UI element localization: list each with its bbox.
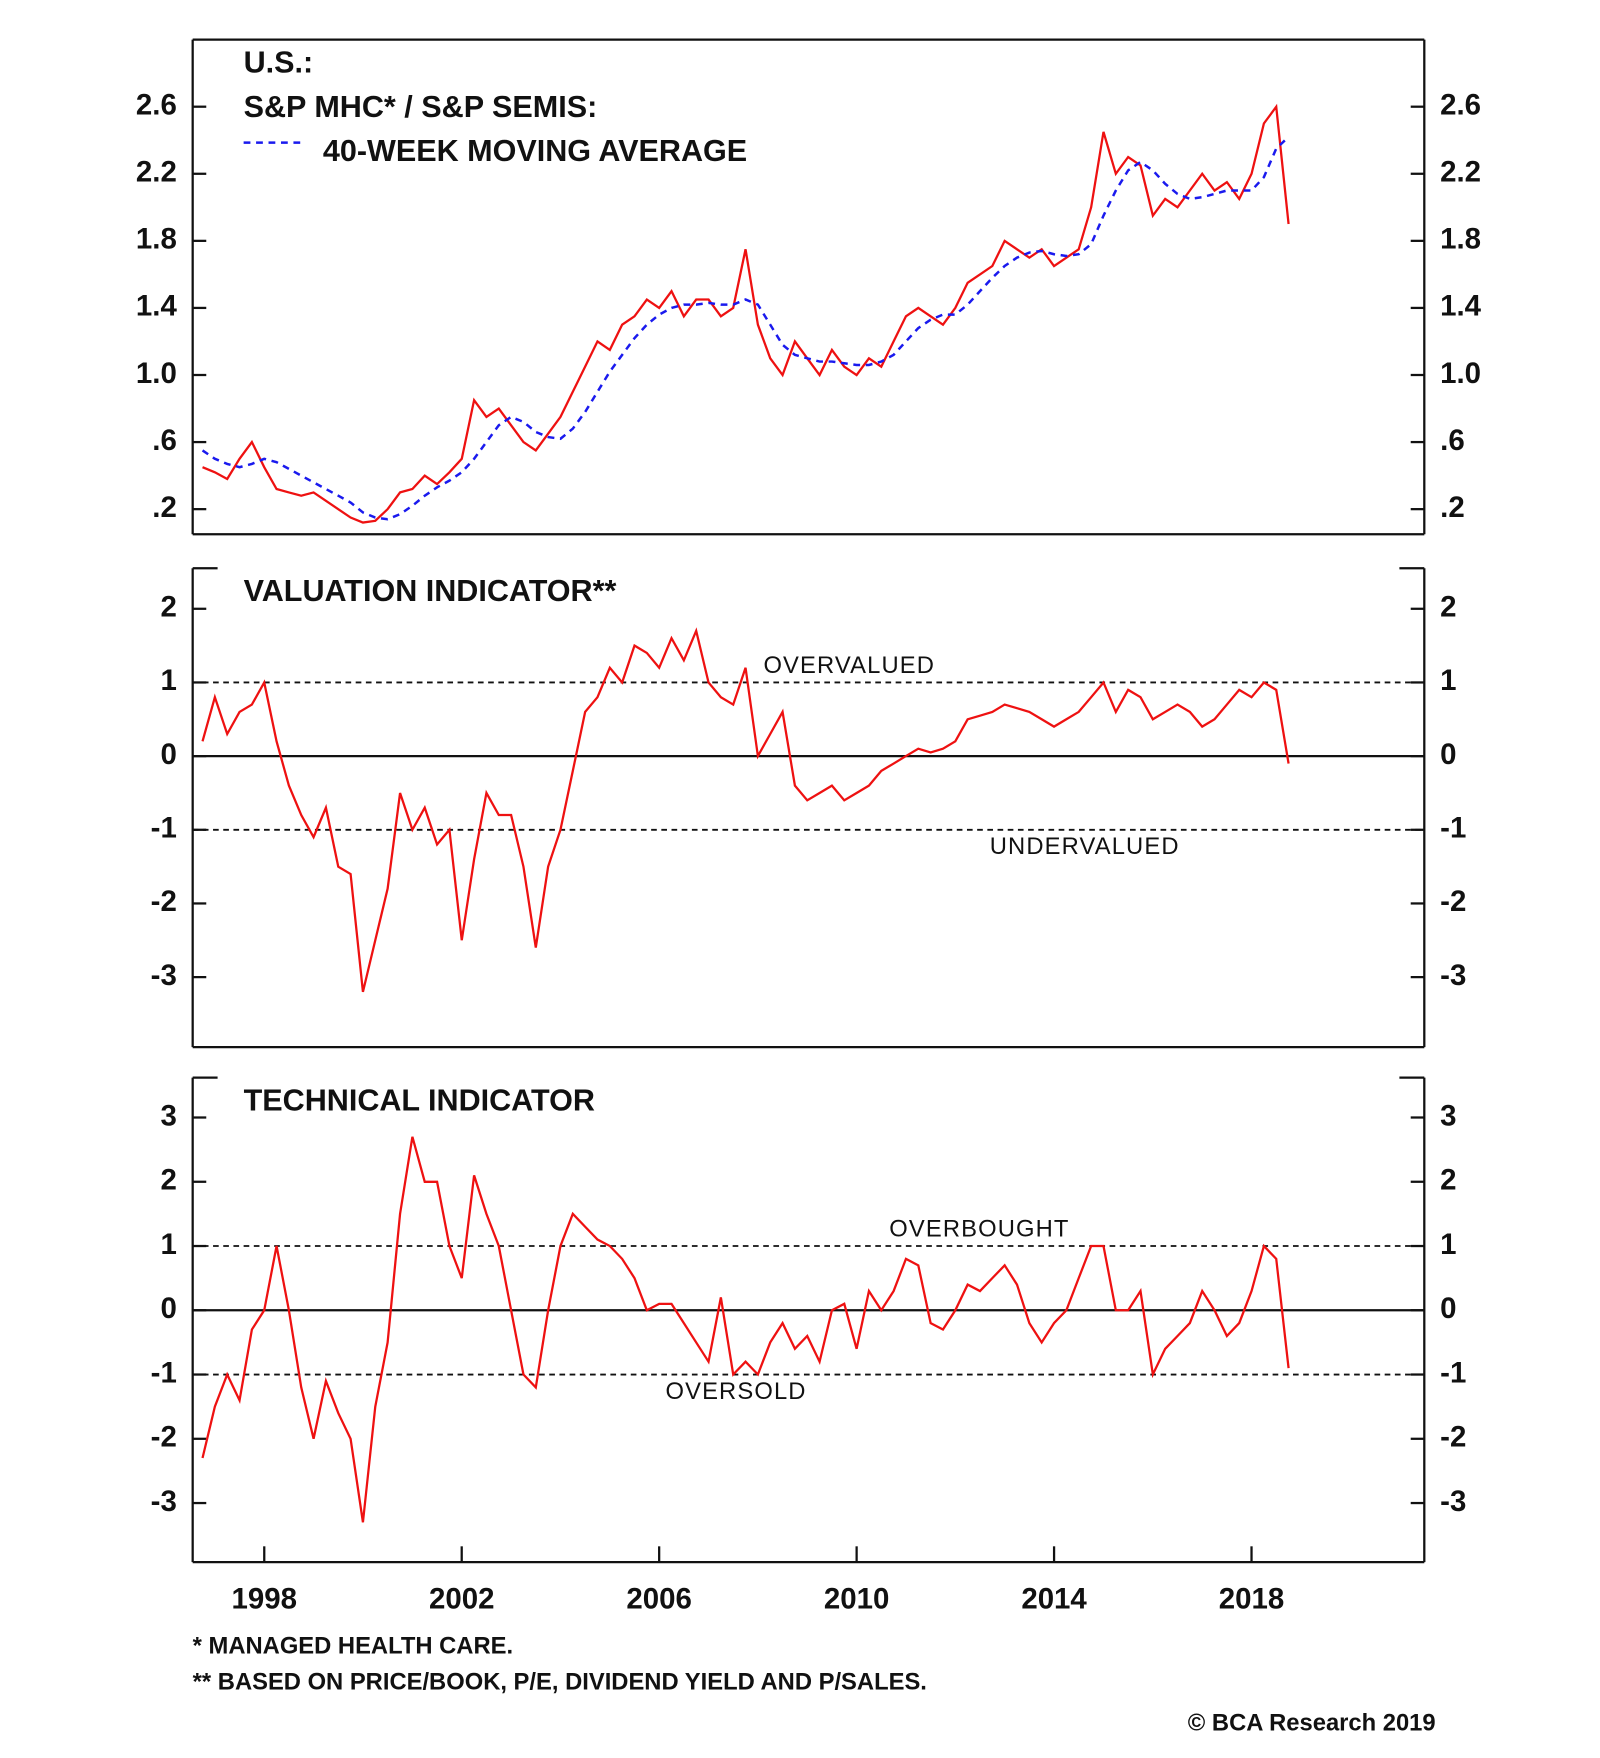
series-line [201, 1136, 1290, 1523]
x-tick-label: 2014 [1021, 1582, 1087, 1615]
y-tick-label: 2.2 [1440, 156, 1481, 189]
y-tick-label: 1 [160, 664, 176, 697]
y-tick-label: 0 [160, 1292, 176, 1325]
y-tick-label: -2 [1440, 885, 1466, 918]
x-tick-label: 2010 [824, 1582, 889, 1615]
y-tick-label: 2.2 [136, 156, 177, 189]
reference-label: OVERVALUED [763, 652, 935, 679]
y-tick-label: -3 [151, 1485, 177, 1518]
y-tick-label: 1 [1440, 1228, 1456, 1261]
y-tick-label: 1 [1440, 664, 1456, 697]
y-tick-label: 0 [160, 738, 176, 771]
y-tick-label: -3 [1440, 959, 1466, 992]
y-tick-label: 1.4 [136, 290, 178, 323]
y-tick-label: -2 [151, 1421, 177, 1454]
y-tick-label: -2 [1440, 1421, 1466, 1454]
y-tick-label: -1 [1440, 1356, 1466, 1389]
y-tick-label: -1 [151, 812, 177, 845]
x-tick-label: 1998 [232, 1582, 297, 1615]
series-line [202, 103, 1290, 524]
y-tick-label: 2 [160, 591, 176, 624]
y-tick-label: 1.8 [136, 223, 177, 256]
reference-label: OVERBOUGHT [889, 1215, 1069, 1242]
y-tick-label: 2 [1440, 591, 1456, 624]
footnote: * MANAGED HEALTH CARE. [193, 1632, 513, 1659]
series-line [201, 627, 1290, 993]
y-tick-label: -1 [1440, 812, 1466, 845]
y-tick-label: 1.0 [1440, 357, 1481, 390]
series-line [201, 135, 1290, 521]
panel-title: VALUATION INDICATOR** [244, 574, 617, 608]
reference-label: OVERSOLD [665, 1378, 806, 1405]
y-tick-label: -3 [1440, 1485, 1466, 1518]
y-tick-label: .2 [1440, 491, 1465, 524]
legend-label: 40-WEEK MOVING AVERAGE [323, 134, 747, 168]
panel-title: TECHNICAL INDICATOR [244, 1084, 595, 1118]
y-tick-label: .6 [1440, 424, 1465, 457]
y-tick-label: 0 [1440, 738, 1456, 771]
footnote: ** BASED ON PRICE/BOOK, P/E, DIVIDEND YI… [193, 1669, 927, 1696]
y-tick-label: 1.8 [1440, 223, 1481, 256]
y-tick-label: 1.0 [136, 357, 177, 390]
y-tick-label: 1 [160, 1228, 176, 1261]
y-tick-label: 1.4 [1440, 290, 1482, 323]
y-tick-label: 2 [160, 1164, 176, 1197]
legend-label: S&P MHC* / S&P SEMIS: [244, 90, 598, 124]
x-tick-label: 2002 [429, 1582, 494, 1615]
y-tick-label: 2.6 [136, 88, 177, 121]
y-tick-label: .2 [152, 491, 177, 524]
y-tick-label: .6 [152, 424, 177, 457]
y-tick-label: 0 [1440, 1292, 1456, 1325]
reference-label: UNDERVALUED [990, 833, 1180, 860]
y-tick-label: 2 [1440, 1164, 1456, 1197]
y-tick-label: 3 [160, 1099, 176, 1132]
y-tick-label: 2.6 [1440, 88, 1481, 121]
x-tick-label: 2018 [1219, 1582, 1284, 1615]
x-tick-label: 2006 [626, 1582, 691, 1615]
panel-title: U.S.: [244, 46, 314, 80]
y-tick-label: -1 [151, 1356, 177, 1389]
y-tick-label: -2 [151, 885, 177, 918]
y-tick-label: -3 [151, 959, 177, 992]
source: © BCA Research 2019 [1188, 1709, 1436, 1736]
y-tick-label: 3 [1440, 1099, 1456, 1132]
